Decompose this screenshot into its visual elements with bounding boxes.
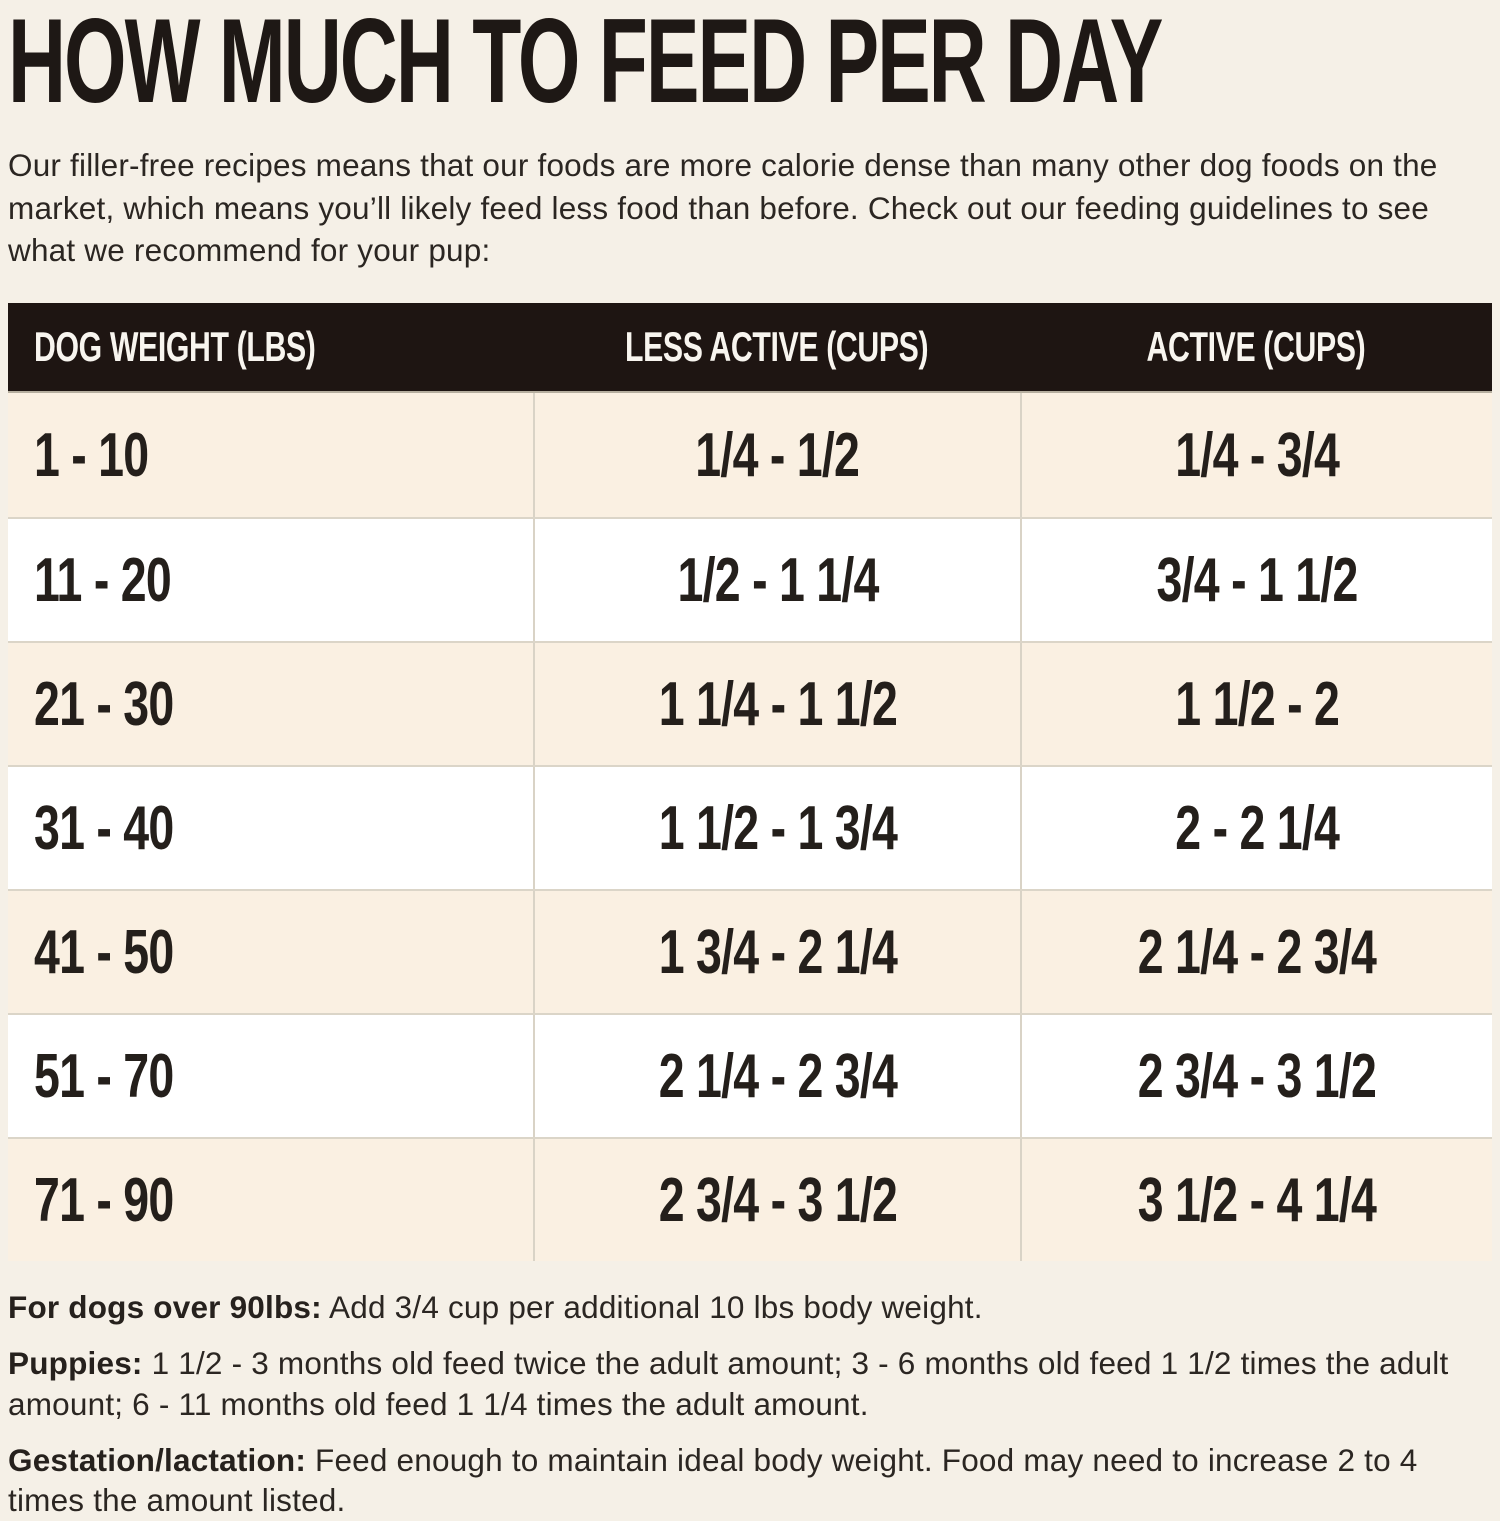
note-label: Gestation/lactation:: [8, 1441, 307, 1478]
cell-less-active: 1 1/4 - 1 1/2: [533, 643, 1020, 765]
note-text: Add 3/4 cup per additional 10 lbs body w…: [329, 1289, 983, 1325]
cell-active: 3/4 - 1 1/2: [1020, 519, 1492, 641]
cell-value: 2 - 2 1/4: [1175, 793, 1340, 863]
cell-value: 1 3/4 - 2 1/4: [658, 917, 897, 987]
table-row: 71 - 90 2 3/4 - 3 1/2 3 1/2 - 4 1/4: [8, 1137, 1492, 1261]
cell-value: 1/4 - 1/2: [695, 420, 861, 490]
cell-weight: 21 - 30: [8, 643, 533, 765]
page-title: HOW MUCH TO FEED PER DAY: [8, 0, 1492, 128]
cell-less-active: 1/2 - 1 1/4: [533, 519, 1020, 641]
intro-text: Our filler-free recipes means that our f…: [8, 147, 1438, 268]
cell-less-active: 2 3/4 - 3 1/2: [533, 1139, 1020, 1261]
cell-active: 2 - 2 1/4: [1020, 767, 1492, 889]
cell-active: 2 3/4 - 3 1/2: [1020, 1015, 1492, 1137]
cell-value: 2 1/4 - 2 3/4: [1137, 917, 1377, 987]
header-label: DOG WEIGHT (LBS): [34, 323, 316, 370]
cell-active: 1 1/2 - 2: [1020, 643, 1492, 765]
cell-weight: 51 - 70: [8, 1015, 533, 1137]
table-row: 41 - 50 1 3/4 - 2 1/4 2 1/4 - 2 3/4: [8, 889, 1492, 1013]
cell-value: 2 3/4 - 3 1/2: [1137, 1041, 1377, 1111]
table-row: 51 - 70 2 1/4 - 2 3/4 2 3/4 - 3 1/2: [8, 1013, 1492, 1137]
table-row: 11 - 20 1/2 - 1 1/4 3/4 - 1 1/2: [8, 517, 1492, 641]
header-cell-dog-weight: DOG WEIGHT (LBS): [8, 323, 533, 371]
cell-value: 1/2 - 1 1/4: [677, 545, 879, 615]
table-body: 1 - 10 1/4 - 1/2 1/4 - 3/4 11 - 20 1/2 - 1 1…: [8, 393, 1492, 1261]
note-text: 1 1/2 - 3 months old feed twice the adul…: [8, 1345, 1449, 1422]
cell-value: 1 - 10: [34, 420, 149, 490]
table-row: 1 - 10 1/4 - 1/2 1/4 - 3/4: [8, 393, 1492, 517]
cell-weight: 41 - 50: [8, 891, 533, 1013]
cell-less-active: 2 1/4 - 2 3/4: [533, 1015, 1020, 1137]
cell-value: 71 - 90: [34, 1165, 174, 1235]
cell-value: 3/4 - 1 1/2: [1156, 545, 1358, 615]
cell-less-active: 1 1/2 - 1 3/4: [533, 767, 1020, 889]
cell-weight: 11 - 20: [8, 519, 533, 641]
cell-value: 2 3/4 - 3 1/2: [658, 1165, 897, 1235]
note-puppies: Puppies: 1 1/2 - 3 months old feed twice…: [8, 1343, 1490, 1424]
cell-active: 2 1/4 - 2 3/4: [1020, 891, 1492, 1013]
header-label: ACTIVE (CUPS): [1146, 323, 1366, 370]
cell-value: 3 1/2 - 4 1/4: [1137, 1165, 1377, 1235]
table-row: 31 - 40 1 1/2 - 1 3/4 2 - 2 1/4: [8, 765, 1492, 889]
note-label: Puppies:: [8, 1345, 143, 1382]
cell-value: 1 1/2 - 1 3/4: [658, 793, 897, 863]
feeding-notes: For dogs over 90lbs: Add 3/4 cup per add…: [8, 1287, 1492, 1521]
cell-value: 1 1/2 - 2: [1175, 669, 1340, 739]
cell-weight: 1 - 10: [8, 393, 533, 517]
header-cell-active: ACTIVE (CUPS): [1020, 323, 1492, 371]
header-cell-less-active: LESS ACTIVE (CUPS): [533, 323, 1020, 371]
cell-value: 31 - 40: [34, 793, 174, 863]
page-title-text: HOW MUCH TO FEED PER DAY: [8, 0, 1163, 128]
cell-value: 21 - 30: [34, 669, 174, 739]
table-row: 21 - 30 1 1/4 - 1 1/2 1 1/2 - 2: [8, 641, 1492, 765]
header-label: LESS ACTIVE (CUPS): [625, 323, 929, 370]
cell-value: 51 - 70: [34, 1041, 174, 1111]
cell-less-active: 1/4 - 1/2: [533, 393, 1020, 517]
cell-active: 3 1/2 - 4 1/4: [1020, 1139, 1492, 1261]
cell-value: 1/4 - 3/4: [1175, 420, 1340, 490]
table-header-row: DOG WEIGHT (LBS) LESS ACTIVE (CUPS) ACTI…: [8, 303, 1492, 393]
cell-value: 11 - 20: [34, 545, 172, 615]
cell-active: 1/4 - 3/4: [1020, 393, 1492, 517]
cell-value: 2 1/4 - 2 3/4: [658, 1041, 897, 1111]
feeding-table: DOG WEIGHT (LBS) LESS ACTIVE (CUPS) ACTI…: [8, 303, 1492, 1261]
note-over-90lbs: For dogs over 90lbs: Add 3/4 cup per add…: [8, 1287, 1490, 1327]
cell-less-active: 1 3/4 - 2 1/4: [533, 891, 1020, 1013]
cell-weight: 71 - 90: [8, 1139, 533, 1261]
cell-weight: 31 - 40: [8, 767, 533, 889]
note-gestation-lactation: Gestation/lactation: Feed enough to main…: [8, 1440, 1490, 1521]
note-label: For dogs over 90lbs:: [8, 1289, 322, 1325]
cell-value: 41 - 50: [34, 917, 174, 987]
cell-value: 1 1/4 - 1 1/2: [658, 669, 897, 739]
